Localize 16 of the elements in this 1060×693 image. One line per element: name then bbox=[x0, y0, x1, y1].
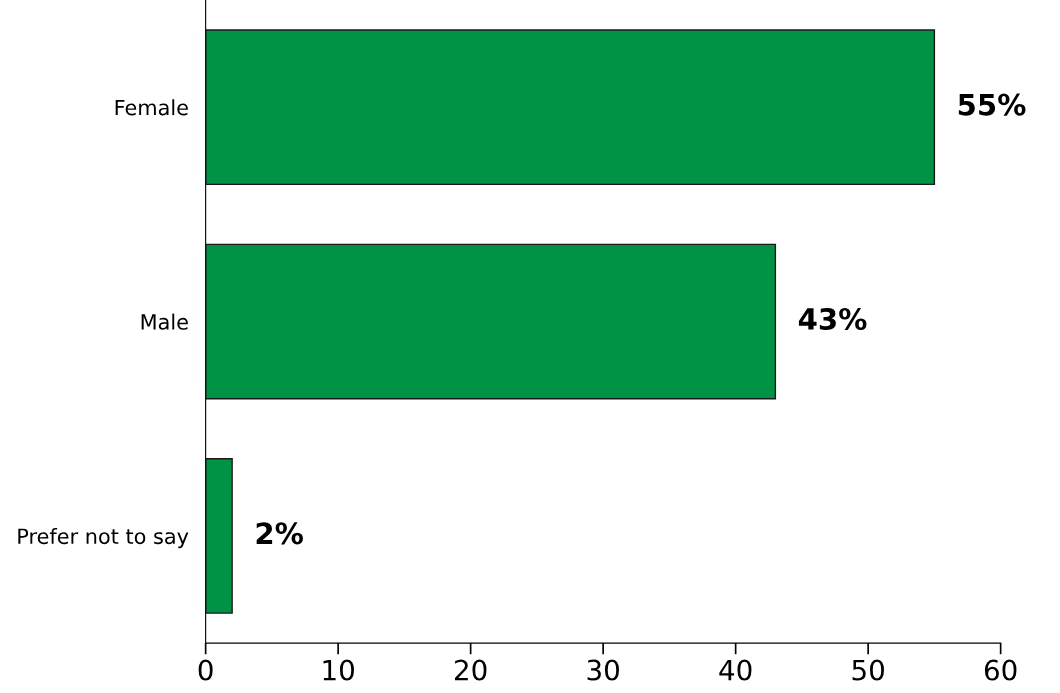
x-tick-label: 10 bbox=[323, 659, 354, 681]
data-label: 55% bbox=[958, 93, 1026, 116]
x-tick-label: 20 bbox=[455, 659, 487, 681]
x-tick-label: 0 bbox=[198, 659, 213, 681]
y-tick-label: Prefer not to say bbox=[18, 528, 189, 549]
bar bbox=[205, 458, 233, 614]
bar bbox=[205, 29, 936, 186]
x-tick-label: 30 bbox=[587, 659, 619, 681]
x-tick-label: 40 bbox=[719, 659, 752, 681]
y-tick-label: Female bbox=[115, 99, 188, 116]
bar bbox=[205, 243, 777, 400]
data-label: 2% bbox=[256, 522, 303, 545]
x-tick-label: 50 bbox=[852, 659, 884, 681]
y-tick-label: Male bbox=[141, 313, 188, 330]
x-tick-label: 60 bbox=[984, 659, 1017, 681]
data-label: 43% bbox=[798, 307, 867, 331]
